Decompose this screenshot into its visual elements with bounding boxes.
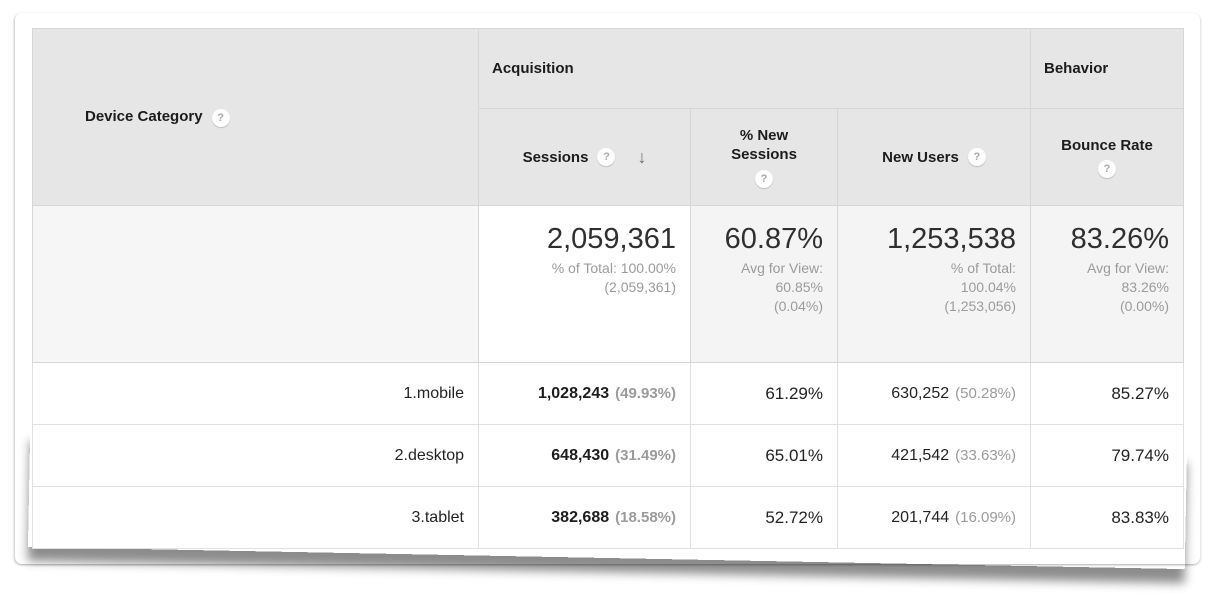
dimension-cell[interactable]: 3.tablet xyxy=(32,486,479,549)
summary-row: 2,059,361 % of Total: 100.00% (2,059,361… xyxy=(32,205,1184,363)
summary-new-sessions-cell: 60.87% Avg for View: 60.85% (0.04%) xyxy=(690,205,838,363)
help-icon[interactable]: ? xyxy=(597,148,616,166)
behavior-label: Behavior xyxy=(1044,60,1109,77)
new-users-label: New Users xyxy=(882,148,959,166)
bounce-rate-cell: 85.27% xyxy=(1030,362,1184,425)
bounce-rate-total: 83.26% xyxy=(1070,223,1169,255)
dimension-cell[interactable]: 2.desktop xyxy=(32,424,479,487)
new-users-value: 630,252 xyxy=(891,384,950,402)
summary-dimension-cell xyxy=(32,205,479,363)
new-sessions-cell: 61.29% xyxy=(690,362,838,425)
sessions-cell: 382,688 (18.58%) xyxy=(478,486,691,549)
help-icon[interactable]: ? xyxy=(1098,159,1116,178)
sessions-label: Sessions xyxy=(522,148,589,166)
new-users-value: 421,542 xyxy=(891,446,950,464)
group-header-row: Device Category? Acquisition Behavior xyxy=(32,28,1184,206)
column-header-sessions[interactable]: Sessions? ↓ xyxy=(478,108,691,206)
new-users-cell: 201,744 (16.09%) xyxy=(837,486,1031,549)
new-sessions-total-subtext: 60.85% xyxy=(775,279,823,295)
column-header-bounce-rate[interactable]: Bounce Rate ? xyxy=(1030,108,1184,206)
help-icon[interactable]: ? xyxy=(755,170,773,188)
bounce-rate-label: Bounce Rate xyxy=(1061,136,1153,154)
new-sessions-value: 65.01% xyxy=(765,445,823,465)
help-icon[interactable]: ? xyxy=(967,148,986,166)
sort-descending-icon: ↓ xyxy=(637,146,647,167)
column-header-new-users[interactable]: New Users? xyxy=(837,108,1031,206)
table-row: 3.tablet 382,688 (18.58%) 52.72% 201,744 (… xyxy=(32,486,1184,549)
sessions-value: 382,688 xyxy=(551,508,610,526)
sessions-percent: (31.49%) xyxy=(615,446,676,464)
bounce-rate-value: 85.27% xyxy=(1111,383,1169,403)
summary-bounce-rate-cell: 83.26% Avg for View: 83.26% (0.00%) xyxy=(1030,205,1184,363)
bounce-rate-cell: 83.83% xyxy=(1030,486,1184,549)
row-rank: 2. xyxy=(394,446,408,464)
table-row: 2.desktop 648,430 (31.49%) 65.01% 421,542… xyxy=(32,424,1184,487)
report-card: Device Category? Acquisition Behavior Se… xyxy=(15,13,1200,564)
bounce-rate-total-subtext: (0.00%) xyxy=(1119,298,1169,314)
column-header-new-sessions[interactable]: % New Sessions ? xyxy=(690,108,838,206)
bounce-rate-cell: 79.74% xyxy=(1030,424,1184,487)
group-header-acquisition: Acquisition xyxy=(478,28,1031,109)
column-header-row: Sessions? ↓ % New Sessions ? New Users? xyxy=(33,108,1184,206)
new-sessions-value: 52.72% xyxy=(765,507,823,527)
device-category-label: Device Category xyxy=(85,107,203,125)
bounce-rate-value: 79.74% xyxy=(1111,445,1169,465)
new-users-total-subtext: 100.04% xyxy=(960,279,1016,295)
bounce-rate-total-subtext: 83.26% xyxy=(1121,279,1169,295)
sessions-percent: (49.93%) xyxy=(615,384,676,402)
new-users-cell: 630,252 (50.28%) xyxy=(837,362,1031,425)
row-rank: 1. xyxy=(403,384,417,402)
help-icon[interactable]: ? xyxy=(211,108,230,127)
new-users-value: 201,744 xyxy=(891,508,950,526)
column-header-device-category[interactable]: Device Category? xyxy=(32,28,479,206)
group-header-behavior: Behavior xyxy=(1030,28,1184,109)
new-sessions-cell: 65.01% xyxy=(690,424,838,487)
new-sessions-total-subtext: Avg for View: xyxy=(741,260,823,276)
sessions-percent: (18.58%) xyxy=(615,508,676,526)
sessions-value: 1,028,243 xyxy=(537,384,610,402)
new-users-cell: 421,542 (33.63%) xyxy=(837,424,1031,487)
sessions-total-subtext: % of Total: 100.00% xyxy=(551,260,676,276)
bounce-rate-total-subtext: Avg for View: xyxy=(1087,260,1169,276)
bounce-rate-value: 83.83% xyxy=(1111,507,1169,527)
summary-sessions-cell: 2,059,361 % of Total: 100.00% (2,059,361… xyxy=(478,205,691,363)
new-users-total: 1,253,538 xyxy=(886,223,1016,255)
summary-new-users-cell: 1,253,538 % of Total: 100.04% (1,253,056… xyxy=(837,205,1031,363)
new-sessions-total: 60.87% xyxy=(724,223,823,255)
sessions-cell: 648,430 (31.49%) xyxy=(478,424,691,487)
new-sessions-value: 61.29% xyxy=(765,383,823,403)
table-row: 1.mobile 1,028,243 (49.93%) 61.29% 630,25… xyxy=(32,362,1184,425)
new-users-percent: (33.63%) xyxy=(955,446,1016,464)
device-name: mobile xyxy=(416,384,464,402)
sessions-value: 648,430 xyxy=(551,446,610,464)
dimension-cell[interactable]: 1.mobile xyxy=(32,362,479,425)
sessions-cell: 1,028,243 (49.93%) xyxy=(478,362,691,425)
row-rank: 3. xyxy=(411,508,425,526)
sessions-total: 2,059,361 xyxy=(546,223,676,255)
sessions-total-subtext: (2,059,361) xyxy=(604,279,676,295)
new-sessions-label: % New Sessions xyxy=(731,127,797,163)
new-users-total-subtext: % of Total: xyxy=(950,260,1016,276)
new-sessions-cell: 52.72% xyxy=(690,486,838,549)
new-users-percent: (16.09%) xyxy=(955,508,1016,526)
new-sessions-total-subtext: (0.04%) xyxy=(773,298,823,314)
device-name: tablet xyxy=(424,508,464,526)
new-users-percent: (50.28%) xyxy=(955,384,1016,402)
acquisition-label: Acquisition xyxy=(492,60,574,77)
device-category-report-table: Device Category? Acquisition Behavior Se… xyxy=(32,28,1184,549)
table-wrapper: Device Category? Acquisition Behavior Se… xyxy=(15,13,1200,562)
device-name: desktop xyxy=(407,446,464,464)
new-users-total-subtext: (1,253,056) xyxy=(944,298,1016,314)
